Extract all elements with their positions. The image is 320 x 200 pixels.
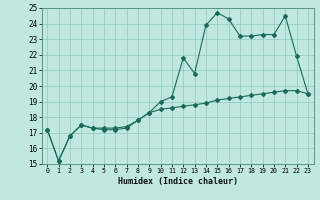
X-axis label: Humidex (Indice chaleur): Humidex (Indice chaleur) [118,177,237,186]
